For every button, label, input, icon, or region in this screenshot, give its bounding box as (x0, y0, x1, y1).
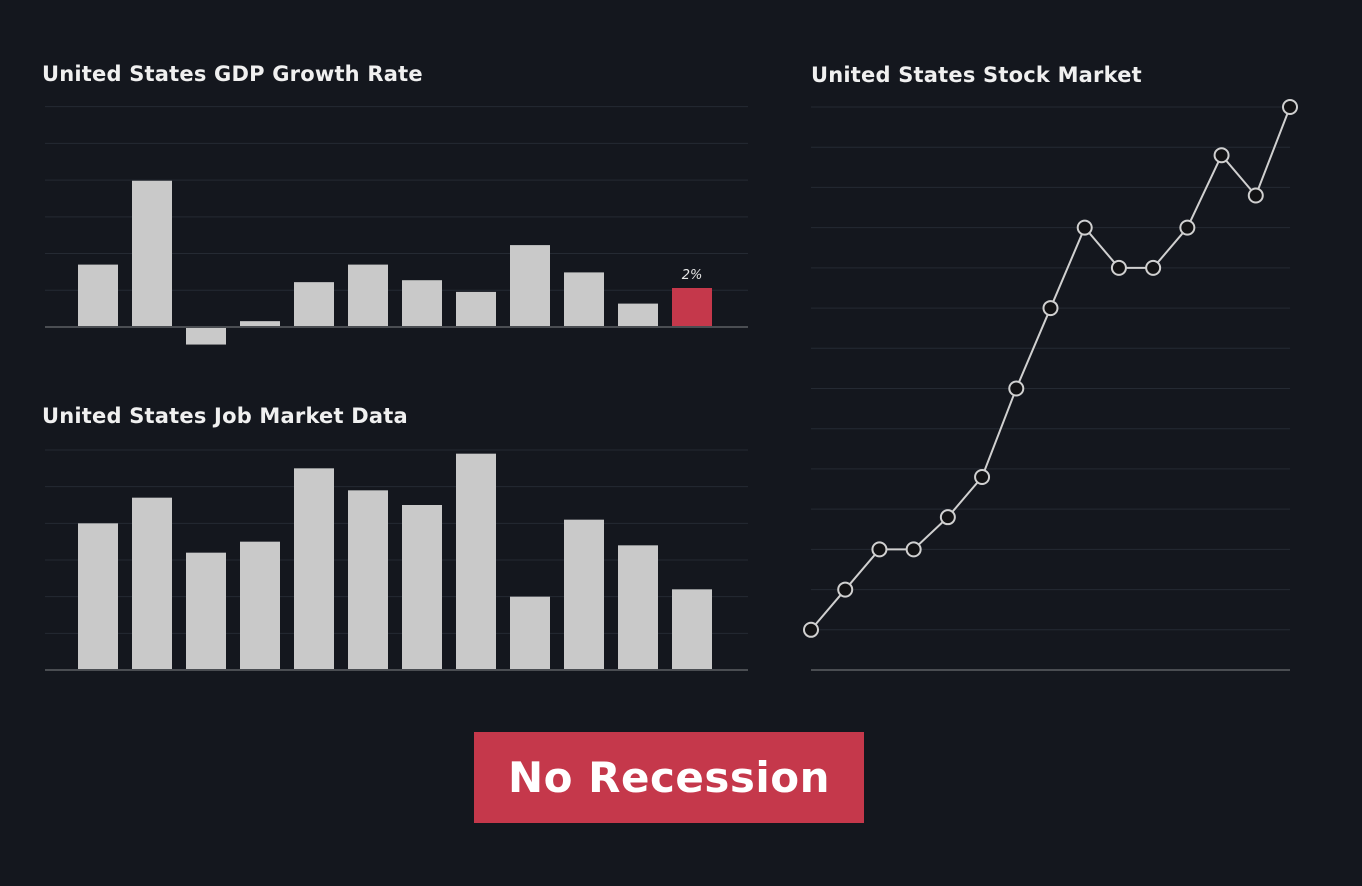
data-point (1179, 219, 1196, 236)
gdp-chart-title: United States GDP Growth Rate (42, 62, 423, 86)
bar (564, 519, 604, 670)
bar (618, 545, 658, 670)
data-point (1076, 219, 1093, 236)
bar (186, 327, 226, 345)
data-point (1247, 187, 1264, 204)
bar (240, 321, 280, 327)
bar (510, 245, 550, 327)
stock-chart-title: United States Stock Market (811, 63, 1142, 87)
data-point (974, 468, 991, 485)
data-point (1282, 99, 1298, 115)
bar (78, 523, 118, 670)
bar (672, 589, 712, 670)
data-point (939, 509, 956, 526)
bar (456, 291, 496, 327)
bar (132, 497, 172, 670)
bar (132, 180, 172, 327)
bar (294, 282, 334, 327)
data-label: 2% (682, 268, 703, 283)
bar (186, 552, 226, 670)
data-point (803, 621, 819, 638)
bar (564, 272, 604, 327)
bar (240, 541, 280, 670)
data-point (1213, 147, 1230, 164)
data-point (1145, 259, 1162, 276)
bar (402, 280, 442, 327)
data-point (1042, 300, 1059, 317)
bar (78, 264, 118, 327)
bar (510, 596, 550, 670)
bar (402, 505, 442, 670)
data-point (871, 541, 888, 558)
bar (348, 264, 388, 327)
bar (294, 468, 334, 670)
bar (456, 453, 496, 670)
jobs-chart-title: United States Job Market Data (42, 404, 408, 428)
data-point (837, 581, 854, 598)
data-point (1008, 380, 1025, 397)
bar (348, 490, 388, 670)
data-point (905, 541, 922, 558)
data-point (1110, 259, 1127, 276)
no-recession-banner: No Recession (474, 732, 864, 823)
bar (618, 303, 658, 327)
bar (672, 288, 712, 327)
